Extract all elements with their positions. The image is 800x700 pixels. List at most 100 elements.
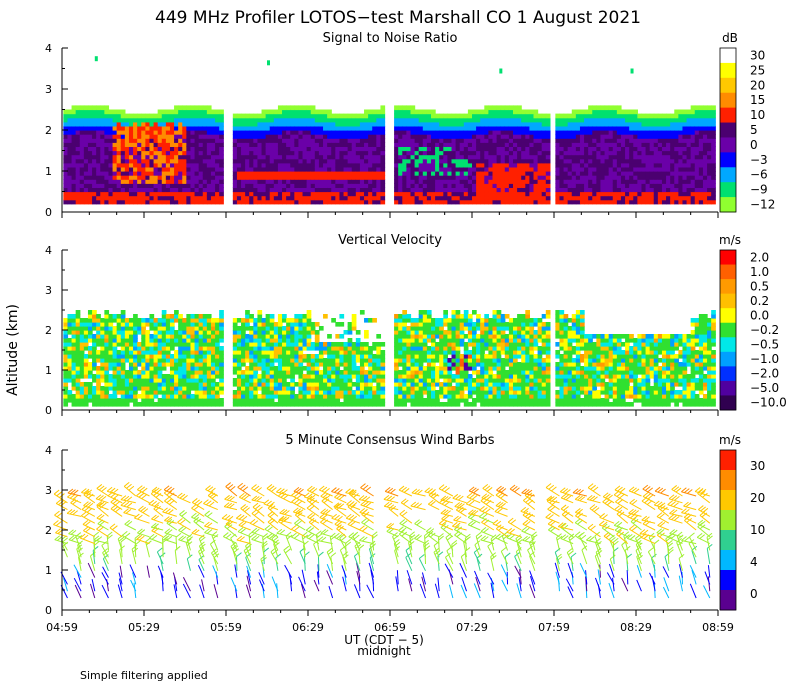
heat-cell (467, 162, 473, 168)
heat-cell (67, 314, 73, 319)
heat-cell (206, 195, 212, 201)
heat-cell (245, 166, 250, 172)
heat-cell (649, 195, 655, 201)
heat-cell (190, 109, 196, 115)
heat-cell (71, 346, 77, 351)
heat-cell (206, 187, 212, 193)
heat-cell (508, 142, 514, 147)
heat-cell (525, 134, 530, 139)
heat-cell (190, 314, 196, 319)
heat-cell (327, 142, 332, 147)
heat-cell (108, 109, 114, 115)
heat-cell (232, 146, 238, 152)
heat-cell (323, 382, 328, 387)
heat-cell (331, 130, 336, 135)
heat-cell (178, 130, 183, 135)
heat-cell (633, 162, 638, 168)
heat-cell (645, 179, 651, 184)
heat-cell (269, 183, 275, 188)
heat-cell (302, 326, 308, 331)
heat-cell (707, 142, 712, 147)
heat-cell (282, 150, 287, 156)
colorbar-label: −9 (750, 183, 768, 197)
heat-cell (100, 318, 105, 323)
heat-cell (649, 175, 655, 180)
heat-cell (157, 117, 163, 123)
heat-cell (194, 398, 200, 403)
heat-cell (476, 142, 481, 147)
heat-cell (96, 374, 101, 379)
heat-cell (410, 150, 416, 156)
heat-cell (661, 171, 667, 176)
heat-cell (165, 199, 171, 205)
heat-cell (282, 362, 287, 367)
heat-cell (153, 121, 159, 127)
heat-cell (145, 175, 151, 180)
heat-cell (269, 158, 275, 164)
heat-cell (63, 162, 69, 168)
heat-cell (575, 162, 581, 168)
heat-cell (169, 142, 175, 147)
heat-cell (306, 142, 312, 147)
heat-cell (198, 183, 204, 188)
heat-cell (364, 146, 369, 152)
heat-cell (592, 113, 597, 119)
heat-cell (116, 191, 122, 197)
heat-cell (137, 191, 142, 197)
heat-cell (157, 322, 163, 327)
heat-cell (232, 342, 238, 347)
heat-cell (418, 162, 424, 168)
heat-cell (406, 162, 412, 168)
heat-cell (567, 175, 573, 180)
heat-cell (112, 191, 118, 197)
heat-cell (63, 334, 69, 339)
heat-cell (290, 322, 295, 327)
heat-cell (269, 326, 275, 331)
heat-cell (157, 130, 163, 135)
heat-cell (422, 158, 428, 164)
heat-cell (194, 326, 200, 331)
heat-cell (206, 378, 212, 383)
heat-cell (245, 310, 250, 315)
heat-cell (584, 154, 589, 160)
heat-cell (186, 166, 192, 172)
heat-cell (153, 338, 159, 343)
heat-cell (645, 183, 651, 188)
heat-cell (571, 117, 577, 123)
heat-cell (451, 183, 457, 188)
heat-cell (575, 199, 581, 205)
heat-cell (637, 162, 643, 168)
heat-cell (339, 394, 345, 399)
heat-cell (592, 158, 597, 164)
heat-cell (133, 346, 138, 351)
heat-cell (302, 150, 308, 156)
heat-cell (269, 350, 275, 355)
heat-cell (380, 171, 386, 176)
heat-cell (202, 125, 208, 131)
heat-cell (335, 191, 341, 197)
heat-cell (128, 378, 134, 383)
heat-cell (629, 175, 634, 180)
heat-cell (215, 142, 220, 147)
heat-cell (302, 113, 308, 119)
heat-cell (588, 117, 593, 123)
heat-cell (649, 183, 655, 188)
heat-cell (331, 394, 336, 399)
heat-cell (153, 125, 159, 131)
heat-cell (79, 358, 85, 363)
heat-cell (545, 134, 551, 139)
heat-cell (141, 322, 146, 327)
heat-cell (600, 109, 606, 115)
heat-cell (198, 195, 204, 201)
heat-cell (261, 183, 267, 188)
heat-cell (666, 138, 671, 143)
heat-cell (657, 125, 663, 131)
heat-cell (571, 134, 577, 139)
heat-cell (104, 187, 110, 193)
heat-cell (678, 134, 684, 139)
heat-cell (306, 171, 312, 176)
heat-cell (559, 138, 565, 143)
heat-cell (414, 162, 420, 168)
heat-cell (261, 402, 267, 407)
heat-cell (575, 191, 581, 197)
